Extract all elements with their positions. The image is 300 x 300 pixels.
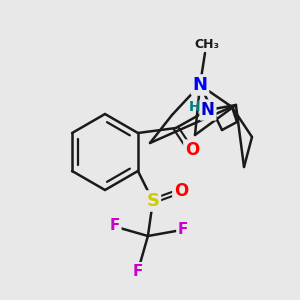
Text: CH₃: CH₃ <box>194 38 220 52</box>
Text: H: H <box>189 100 201 114</box>
Text: S: S <box>146 192 159 210</box>
Text: O: O <box>185 141 199 159</box>
Text: N: N <box>201 101 215 119</box>
Text: O: O <box>174 182 188 200</box>
Text: F: F <box>178 221 188 236</box>
Text: F: F <box>133 263 143 278</box>
Text: F: F <box>110 218 120 233</box>
Text: N: N <box>193 76 208 94</box>
